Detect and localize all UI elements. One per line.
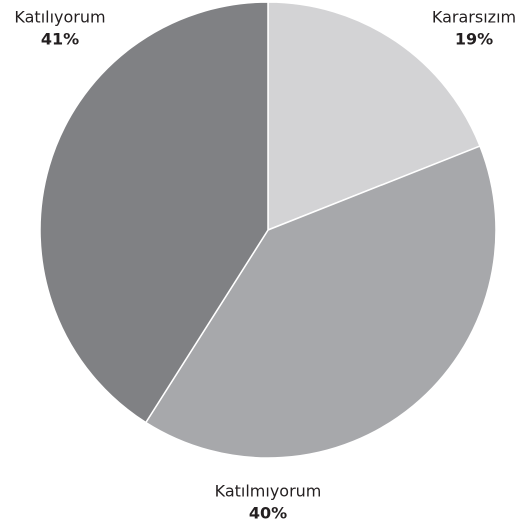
slice-label: Kararsızım <box>432 8 516 27</box>
slice-value-label: 41% <box>41 30 79 49</box>
slice-value-label: 40% <box>249 504 287 523</box>
slice-label: Katılıyorum <box>14 8 105 27</box>
pie-slice <box>144 145 497 459</box>
slice-value-label: 19% <box>455 30 493 49</box>
pie-slice <box>39 1 269 424</box>
slice-label: Katılmıyorum <box>215 482 322 501</box>
pie-slice <box>267 1 481 232</box>
